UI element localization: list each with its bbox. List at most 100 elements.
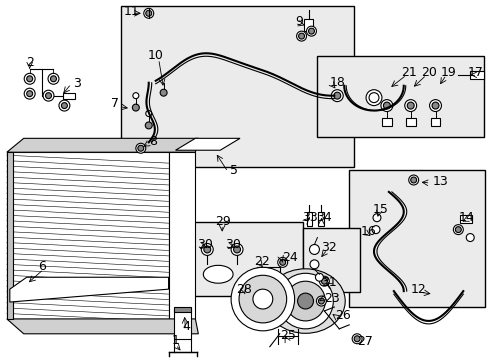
Bar	[306, 212, 312, 226]
Circle shape	[279, 260, 285, 265]
Polygon shape	[7, 319, 198, 334]
Circle shape	[366, 90, 381, 105]
Circle shape	[239, 275, 286, 323]
Circle shape	[285, 281, 325, 321]
Text: 27: 27	[356, 335, 372, 348]
Circle shape	[371, 226, 379, 234]
Text: 21: 21	[400, 66, 416, 79]
Circle shape	[410, 177, 416, 183]
Circle shape	[408, 175, 418, 185]
Bar	[168, 152, 195, 319]
Circle shape	[48, 73, 59, 84]
Text: 32: 32	[321, 241, 337, 254]
Text: 12: 12	[410, 283, 426, 296]
Circle shape	[160, 89, 167, 96]
Circle shape	[319, 276, 328, 286]
Circle shape	[43, 90, 54, 101]
Polygon shape	[7, 138, 198, 152]
Text: 9: 9	[295, 15, 303, 28]
Circle shape	[315, 273, 323, 281]
Circle shape	[45, 93, 51, 99]
Circle shape	[145, 10, 151, 16]
Bar	[121, 6, 353, 167]
Text: 34: 34	[316, 211, 331, 224]
Text: 4: 4	[182, 320, 190, 333]
Circle shape	[136, 143, 145, 153]
Circle shape	[24, 73, 35, 84]
Circle shape	[133, 93, 139, 99]
Text: 16: 16	[361, 225, 376, 238]
Circle shape	[454, 227, 460, 233]
Bar	[381, 118, 391, 126]
Text: 28: 28	[236, 283, 251, 296]
Circle shape	[353, 336, 359, 342]
Circle shape	[59, 100, 70, 111]
Circle shape	[428, 100, 441, 112]
Circle shape	[321, 278, 326, 284]
Polygon shape	[175, 138, 240, 150]
Text: 26: 26	[335, 310, 350, 323]
Bar	[63, 93, 75, 99]
Circle shape	[309, 260, 318, 269]
Circle shape	[145, 122, 152, 129]
Text: 5: 5	[230, 163, 238, 176]
Circle shape	[407, 102, 413, 109]
Text: 20: 20	[420, 66, 436, 79]
Circle shape	[203, 246, 210, 253]
Text: 8: 8	[148, 135, 157, 148]
Circle shape	[138, 145, 143, 151]
Circle shape	[351, 334, 361, 344]
Bar	[193, 222, 302, 296]
Circle shape	[380, 100, 392, 112]
Bar	[173, 307, 191, 312]
Circle shape	[27, 76, 33, 82]
Text: 2: 2	[26, 57, 34, 69]
Bar	[303, 19, 313, 31]
Circle shape	[50, 76, 56, 82]
Ellipse shape	[203, 265, 233, 283]
Circle shape	[466, 234, 473, 242]
Circle shape	[333, 92, 340, 99]
Polygon shape	[10, 277, 168, 302]
Text: 29: 29	[215, 215, 230, 228]
Ellipse shape	[265, 269, 345, 333]
Circle shape	[145, 111, 151, 117]
Circle shape	[231, 267, 294, 331]
Bar	[7, 152, 168, 319]
Circle shape	[201, 243, 213, 255]
Text: 25: 25	[279, 329, 295, 342]
Circle shape	[383, 102, 389, 109]
Text: 33: 33	[301, 211, 317, 224]
Text: 30: 30	[224, 238, 241, 251]
Circle shape	[61, 103, 67, 109]
Circle shape	[316, 296, 325, 306]
Bar	[469, 71, 483, 79]
Circle shape	[331, 90, 343, 102]
Bar	[459, 215, 471, 223]
Text: 14: 14	[457, 211, 473, 224]
Text: 19: 19	[440, 66, 455, 79]
Circle shape	[143, 8, 153, 18]
Circle shape	[24, 88, 35, 99]
Bar	[317, 56, 483, 137]
Circle shape	[252, 289, 272, 309]
Circle shape	[231, 243, 243, 255]
Text: 22: 22	[253, 255, 269, 268]
Circle shape	[296, 31, 306, 41]
Bar	[429, 118, 440, 126]
Text: 30: 30	[197, 238, 213, 251]
Circle shape	[431, 102, 438, 109]
Circle shape	[233, 246, 240, 253]
Text: 1: 1	[171, 334, 179, 347]
Text: 31: 31	[321, 276, 337, 289]
Bar	[318, 212, 324, 226]
Text: 13: 13	[432, 175, 447, 189]
Circle shape	[308, 28, 314, 34]
Text: 18: 18	[328, 76, 345, 89]
Text: 6: 6	[38, 260, 45, 273]
Circle shape	[452, 225, 462, 235]
Circle shape	[318, 298, 324, 304]
Bar	[7, 152, 13, 319]
Bar	[173, 309, 191, 339]
Bar	[405, 118, 415, 126]
